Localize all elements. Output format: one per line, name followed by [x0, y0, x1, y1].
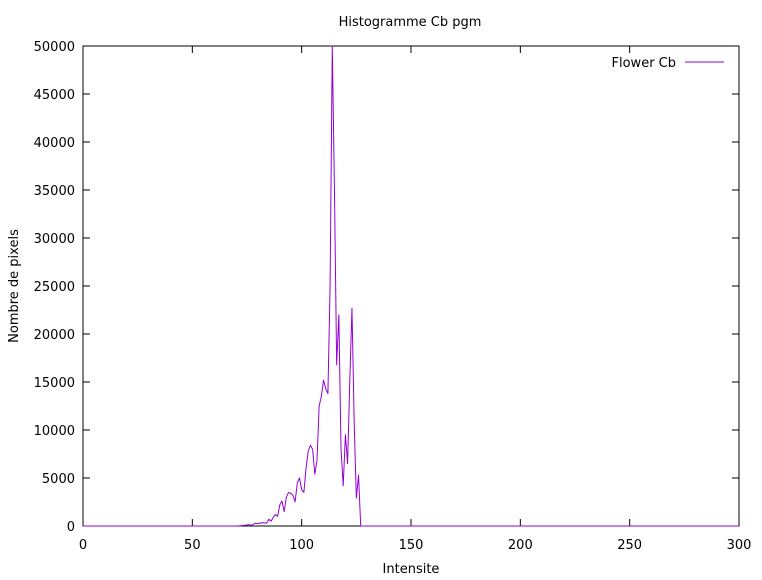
- y-axis: 0 5000 10000 15000 20000 25000 30000 35000 40000…: [34, 40, 739, 535]
- y-tick-label: 45000: [34, 88, 75, 103]
- y-tick-label: 25000: [34, 280, 75, 295]
- y-tick-label: 35000: [34, 184, 75, 199]
- plot-frame: [82, 45, 740, 527]
- x-tick-label: 150: [399, 538, 424, 553]
- y-tick-label: 20000: [34, 328, 75, 343]
- legend: Flower Cb: [612, 56, 724, 71]
- series-layer: [83, 45, 739, 527]
- x-tick-label: 50: [184, 538, 201, 553]
- x-tick-label: 250: [617, 538, 642, 553]
- x-tick-label: 100: [289, 538, 314, 553]
- y-tick-label: 50000: [34, 40, 75, 55]
- x-axis-label: Intensite: [383, 562, 440, 577]
- x-tick-label: 300: [727, 538, 752, 553]
- y-tick-label: 5000: [42, 472, 75, 487]
- series-line-flower-cb: [83, 45, 739, 527]
- x-tick-label: 200: [508, 538, 533, 553]
- y-tick-label: 10000: [34, 424, 75, 439]
- y-tick-label: 15000: [34, 376, 75, 391]
- y-axis-label: Nombre de pixels: [7, 229, 22, 343]
- x-tick-label: 0: [79, 538, 87, 553]
- x-axis: 0 50 100 150 200 250 300: [79, 46, 752, 553]
- y-tick-label: 40000: [34, 136, 75, 151]
- y-tick-label: 0: [67, 520, 75, 535]
- chart-title: Histogramme Cb pgm: [339, 15, 482, 30]
- y-tick-label: 30000: [34, 232, 75, 247]
- legend-label: Flower Cb: [612, 56, 676, 71]
